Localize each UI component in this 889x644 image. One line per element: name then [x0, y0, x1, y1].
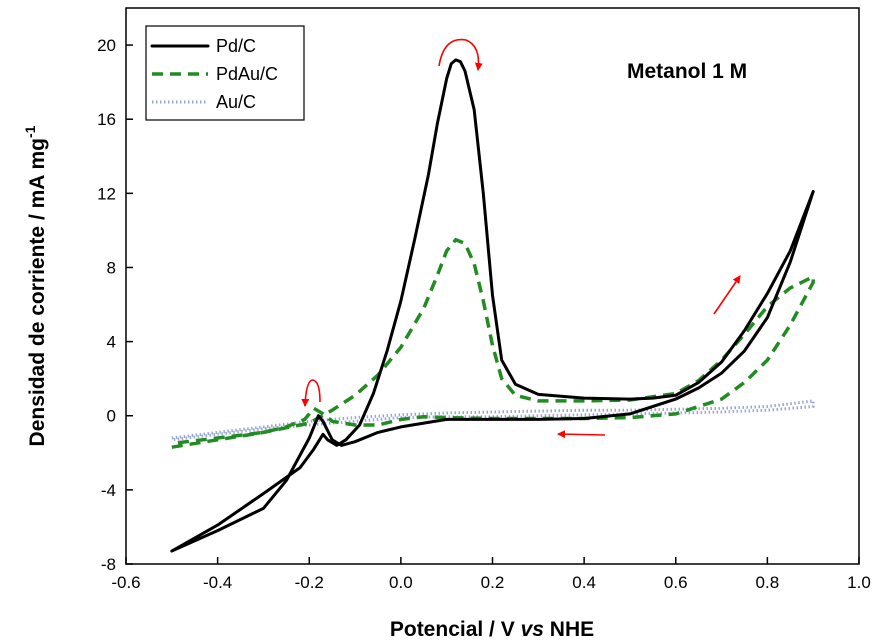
x-axis-title-italic: vs [521, 618, 544, 641]
curves [170, 58, 815, 553]
x-axis-title-prefix: Potencial / V [390, 618, 521, 641]
y-tick-label: -4 [101, 481, 116, 500]
x-tick-label: 0.6 [664, 573, 688, 592]
x-axis-title: Potencial / V vs NHE [390, 618, 594, 641]
x-tick-label: -0.2 [295, 573, 324, 592]
low-peak-direction-arrow [301, 379, 321, 407]
y-tick-label: 12 [97, 184, 116, 203]
peak-direction-arrow [438, 38, 483, 71]
legend-label-pdc: Pd/C [216, 36, 256, 56]
x-tick-label: -0.4 [203, 573, 232, 592]
y-axis-title: Densidad de corriente / mA mg-1 [22, 125, 49, 446]
y-tick-label: 20 [97, 36, 116, 55]
x-tick-label: 0.4 [572, 573, 596, 592]
x-tick-label: 0.8 [756, 573, 780, 592]
y-axis-title-main: Densidad de corriente / mA mg [26, 138, 49, 446]
series-line-auc [171, 399, 815, 442]
y-axis-title-superscript: -1 [22, 125, 38, 138]
y-tick-label: 16 [97, 110, 116, 129]
x-tick-label: 0.0 [389, 573, 413, 592]
y-tick-label: -8 [101, 555, 116, 574]
y-tick-label: 8 [107, 258, 116, 277]
x-axis-title-suffix: NHE [544, 618, 594, 641]
direction-arrows [301, 38, 741, 439]
forward-scan-arrow [713, 275, 741, 315]
legend-label-auc: Au/C [216, 92, 256, 112]
series-line-pdc [170, 58, 815, 553]
x-tick-label: -0.6 [111, 573, 140, 592]
axes: -0.6 -0.4 -0.2 0.0 0.2 0.4 0.6 0.8 1.0 -8 -4 0 4 8 12 1… [97, 36, 871, 592]
x-tick-label: 1.0 [847, 573, 871, 592]
x-tick-label: 0.2 [481, 573, 505, 592]
reverse-scan-arrow [557, 430, 606, 439]
legend: Pd/C PdAu/C Au/C [145, 25, 305, 121]
y-tick-label: 4 [107, 333, 116, 352]
chart-annotation: Metanol 1 M [627, 60, 747, 83]
legend-label-pdauc: PdAu/C [216, 64, 278, 84]
y-tick-label: 0 [107, 407, 116, 426]
